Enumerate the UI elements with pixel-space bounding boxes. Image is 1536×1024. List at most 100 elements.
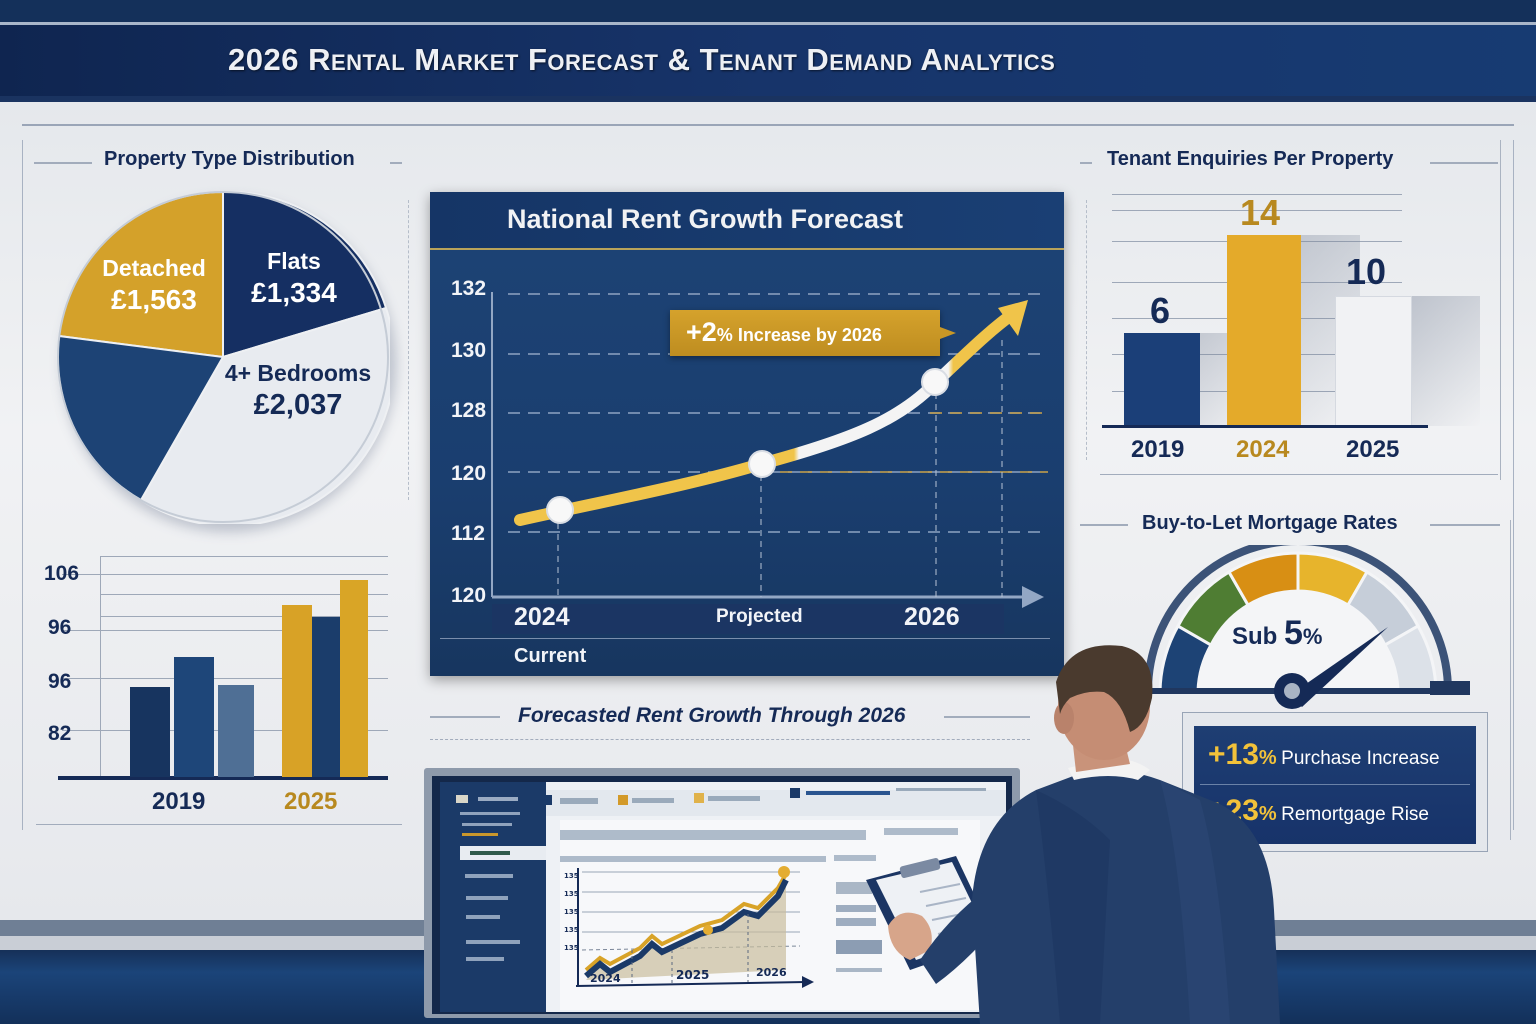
- monitor-legend-swatch-gold: [618, 795, 628, 805]
- monitor-block: [836, 918, 876, 926]
- top-strip: [0, 0, 1536, 24]
- rent-ytick: 120: [451, 584, 487, 607]
- pie-label-detached: Detached: [102, 255, 206, 281]
- title-banner: [0, 22, 1536, 102]
- monitor-sidebar-item[interactable]: [466, 896, 508, 900]
- enq-bottom-rule: [1100, 474, 1498, 475]
- monitor-xlabel-2026: 2026: [756, 966, 787, 979]
- page-title: 2026 Rental Market Forecast & Tenant Dem…: [228, 42, 1056, 77]
- board-top-rule: [22, 124, 1514, 126]
- rent-ytick: 112: [451, 522, 485, 545]
- monitor-block: [836, 968, 882, 972]
- left-bar-y-axis: [100, 556, 101, 780]
- pie-value-4-bedrooms: £2,037: [253, 389, 343, 421]
- monitor-sidebar-item[interactable]: [478, 797, 518, 801]
- rent-xlabel-2026: 2026: [904, 603, 960, 631]
- rent-ytick: 130: [451, 339, 487, 362]
- bar-2025-series-c: [340, 580, 368, 777]
- enquiry-xlabel-2025: 2025: [1346, 436, 1400, 463]
- pie-value-detached: £1,563: [111, 284, 197, 315]
- monitor-xlabel-2025: 2025: [676, 968, 710, 982]
- monitor-content-tag: [834, 855, 876, 861]
- forecast-rule-left: [430, 716, 500, 718]
- monitor-ytick: 135: [564, 872, 579, 880]
- left-bar-ytick: 106: [44, 562, 80, 585]
- monitor-sidebar-item-active[interactable]: [462, 833, 498, 836]
- rent-xlabel-band: [492, 604, 1004, 634]
- rent-xlabel-2024: 2024: [514, 603, 570, 631]
- rent-ytick: 128: [451, 399, 487, 422]
- enquiries-title: Tenant Enquiries Per Property: [1107, 148, 1394, 170]
- monitor-legend-label: [560, 798, 598, 804]
- monitor-ytick: 135: [564, 926, 579, 934]
- monitor-content-meta: [884, 828, 958, 835]
- bar-2019-series-c: [218, 685, 254, 777]
- enq-rule-right: [1430, 162, 1498, 164]
- monitor-sidebar-item[interactable]: [466, 957, 504, 961]
- mortgage-title: Buy-to-Let Mortgage Rates: [1142, 512, 1398, 534]
- pie-divider: [408, 200, 409, 500]
- left-bar-ytick: 82: [48, 722, 72, 745]
- mortgage-rule-left: [1080, 524, 1128, 526]
- forecast-caption: Forecasted Rent Growth Through 2026: [518, 704, 906, 727]
- pie-slice-4-bedrooms: [139, 306, 390, 524]
- analyst-figure: [866, 645, 1280, 1024]
- monitor-toolbar-label: [896, 788, 986, 791]
- monitor-sidebar-item[interactable]: [460, 812, 520, 815]
- enquiry-xlabel-2019: 2019: [1131, 436, 1185, 463]
- enq-divider: [1086, 200, 1087, 460]
- bar-shadow: [1410, 296, 1480, 426]
- monitor-legend-swatch-navy-2: [790, 788, 800, 798]
- mortgage-right-border: [1510, 520, 1511, 840]
- left-bar-ytick: 96: [48, 616, 72, 639]
- forecast-dashed-rule: [430, 739, 1030, 740]
- pie-chart: [56, 190, 390, 524]
- stat-purchase-increase: +13% Purchase Increase: [1208, 738, 1440, 771]
- enq-right-border: [1500, 140, 1501, 480]
- monitor-block: [836, 905, 876, 912]
- monitor-sidebar-item[interactable]: [462, 823, 512, 826]
- left-bar-ytick: 96: [48, 670, 72, 693]
- gauge-value-label: Sub 5%: [1232, 614, 1323, 652]
- monitor-ytick: 135: [564, 908, 579, 916]
- monitor-block: [836, 882, 872, 894]
- rent-footer-rule: [440, 638, 1050, 639]
- monitor-sidebar-item[interactable]: [466, 940, 520, 944]
- enquiry-value-2024: 14: [1240, 192, 1281, 233]
- pie-value-flats: £1,334: [251, 277, 337, 308]
- callout-text: +2% Increase by 2026: [686, 317, 882, 347]
- monitor-sidebar-item[interactable]: [465, 874, 513, 878]
- monitor-content-subheading: [560, 856, 826, 862]
- left-bar-xlabel-2019: 2019: [152, 788, 206, 815]
- monitor-content-heading: [560, 830, 866, 840]
- monitor-ytick: 135: [564, 890, 579, 898]
- enquiry-value-2019: 6: [1150, 290, 1171, 331]
- monitor-sidebar-item[interactable]: [466, 915, 500, 919]
- rent-growth-callout: [670, 310, 940, 356]
- left-bottom-rule: [36, 824, 402, 825]
- enquiry-xlabel-2024: 2024: [1236, 436, 1290, 463]
- enquiry-bar-2024: [1227, 235, 1301, 426]
- monitor-ytick: 135: [564, 944, 579, 952]
- board-left-rule: [22, 140, 23, 830]
- pie-title-rule-right: [390, 162, 402, 164]
- bar-2025-series-a: [282, 605, 312, 777]
- monitor-sidebar-selected-bar: [470, 851, 510, 855]
- monitor-legend-swatch-navy: [540, 795, 552, 805]
- enq-rule-left: [1080, 162, 1092, 164]
- enquiry-value-2025: 10: [1346, 251, 1387, 292]
- rent-growth-title: National Rent Growth Forecast: [507, 204, 904, 234]
- rent-growth-line-chart: [491, 292, 1048, 608]
- pie-label-4-bedrooms: 4+ Bedrooms: [224, 360, 372, 386]
- rent-xlabel-projected: Projected: [716, 606, 803, 627]
- monitor-legend-swatch-yellow: [694, 793, 704, 803]
- mortgage-rule-right: [1430, 524, 1500, 526]
- monitor-legend-label: [708, 796, 760, 801]
- rent-ytick: 132: [451, 277, 487, 300]
- left-bar-x-axis: [58, 776, 388, 780]
- enquiry-bar-2025: [1335, 296, 1412, 426]
- rent-ytick: 120: [451, 462, 487, 485]
- enquiry-x-axis: [1102, 425, 1428, 428]
- monitor-legend-label: [632, 798, 674, 803]
- monitor-area-chart: [575, 866, 814, 988]
